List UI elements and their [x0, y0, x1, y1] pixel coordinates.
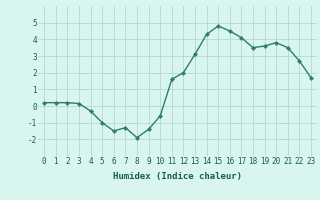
X-axis label: Humidex (Indice chaleur): Humidex (Indice chaleur) — [113, 172, 242, 181]
